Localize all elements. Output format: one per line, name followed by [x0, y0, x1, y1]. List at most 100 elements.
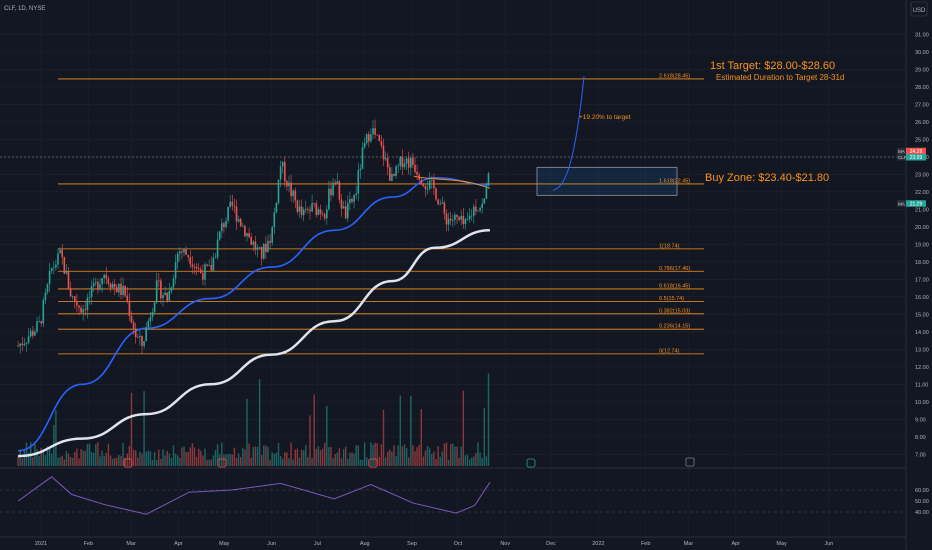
candle-body — [451, 219, 454, 221]
candle-body — [262, 243, 265, 259]
volume-bar — [32, 457, 34, 466]
candle-body — [460, 215, 462, 220]
candle-body — [227, 206, 229, 221]
volume-bar — [357, 445, 359, 466]
candle-body — [128, 301, 131, 317]
candle-body — [430, 179, 433, 181]
candle-body — [487, 173, 490, 185]
volume-bar — [445, 442, 448, 466]
candle-body — [382, 145, 385, 160]
volume-bar — [151, 459, 154, 466]
candle-body — [472, 206, 475, 216]
earnings-flag[interactable] — [526, 458, 536, 468]
volume-bar — [397, 445, 399, 466]
candle-body — [294, 190, 297, 201]
time-tick-label: Mar — [126, 541, 136, 547]
volume-bar — [462, 390, 464, 466]
badge-label-bg — [897, 147, 906, 155]
earnings-flag[interactable] — [368, 458, 378, 468]
volume-bar — [321, 448, 324, 466]
grid — [0, 0, 906, 537]
candle-body — [141, 335, 143, 346]
volume-bar — [36, 449, 38, 466]
volume-bar — [239, 456, 242, 466]
event-flag[interactable] — [685, 457, 695, 467]
volume-bar — [384, 457, 387, 466]
candle-body — [55, 264, 57, 268]
candle-body — [313, 202, 315, 204]
candle-body — [428, 180, 431, 189]
volume-bar — [212, 455, 215, 466]
candle-body — [168, 291, 171, 301]
volume-bar — [349, 453, 351, 466]
candle-body — [40, 321, 42, 324]
volume-bar — [103, 455, 105, 466]
candle-body — [157, 280, 160, 282]
volume-bars — [17, 373, 490, 466]
volume-bar — [315, 448, 317, 466]
price-badge — [906, 147, 926, 155]
volume-bar — [50, 453, 53, 466]
volume-bar — [69, 457, 72, 466]
volume-bar — [168, 453, 170, 466]
volume-bar — [147, 450, 149, 466]
volume-bar — [63, 459, 65, 466]
buy-zone-box[interactable] — [536, 166, 678, 196]
candle-body — [139, 335, 141, 338]
time-tick-label: May — [219, 541, 230, 547]
candle-body — [153, 302, 156, 313]
candle-body — [292, 190, 294, 197]
candle-body — [309, 209, 311, 212]
candle-body — [271, 227, 273, 243]
time-tick-label: Jul — [314, 541, 321, 547]
candle-body — [120, 283, 122, 295]
candle-body — [78, 305, 80, 308]
volume-bar — [317, 446, 320, 466]
candle-body — [17, 345, 19, 347]
price-tick-label: 22.00 — [915, 190, 929, 196]
candle-body — [61, 249, 63, 257]
volume-bar — [134, 450, 137, 466]
candle-body — [279, 166, 282, 180]
earnings-flag[interactable] — [217, 458, 227, 468]
volume-bar — [248, 443, 250, 466]
volume-bar — [363, 442, 366, 466]
candle-body — [92, 282, 95, 287]
candle-body — [403, 163, 406, 168]
candle-body — [323, 214, 326, 219]
volume-bar — [452, 443, 454, 466]
badge-label-bg — [897, 154, 906, 161]
volume-bar — [410, 395, 412, 466]
volume-bar — [111, 458, 114, 466]
candle-body — [340, 199, 343, 209]
candle-body — [160, 280, 162, 299]
time-tick-label: Jun — [824, 541, 833, 547]
candle-body — [447, 218, 450, 225]
candle-body — [254, 241, 257, 250]
pct-to-target-label: +19.20% to target — [579, 114, 631, 121]
candle-body — [267, 240, 269, 252]
candle-body — [229, 201, 231, 207]
earnings-flag[interactable] — [123, 458, 133, 468]
candle-body — [86, 297, 89, 311]
volume-bar — [475, 453, 477, 466]
settings-button[interactable] — [910, 1, 928, 17]
price-tick-label: 13.00 — [915, 347, 929, 353]
candle-body — [414, 165, 416, 172]
volume-bar — [252, 447, 254, 466]
volume-bar — [191, 443, 194, 466]
volume-bar — [19, 449, 21, 466]
volume-bar — [405, 448, 408, 466]
rsi-tick-label: 50.00 — [915, 499, 929, 505]
volume-bar — [407, 457, 410, 466]
volume-bar — [202, 455, 204, 466]
time-tick-label: Apr — [174, 541, 183, 547]
time-axis[interactable]: 2021 Feb Mar Apr May Jun Jul Aug Sep Oct Nov Dec 202… — [35, 541, 833, 547]
badge-label: MA — [898, 149, 905, 154]
price-tick-label: 20.00 — [915, 225, 929, 231]
candle-body — [468, 215, 471, 220]
symbol-header: CLF, 1D, NYSE — [4, 6, 45, 12]
volume-bar — [160, 458, 162, 466]
volume-bar — [391, 451, 393, 466]
